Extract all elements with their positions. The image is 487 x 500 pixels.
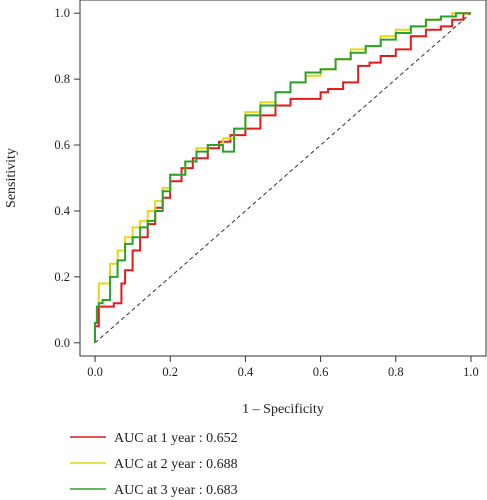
plot-frame bbox=[79, 0, 487, 357]
y-tick-label: 0.0 bbox=[54, 336, 70, 350]
roc-series-line-3 bbox=[94, 12, 471, 343]
roc-series-line-2 bbox=[94, 12, 471, 343]
x-tick-label: 0.8 bbox=[388, 365, 404, 379]
legend-label-3: AUC at 3 year : 0.683 bbox=[114, 483, 238, 498]
legend: AUC at 1 year : 0.652 AUC at 2 year : 0.6… bbox=[70, 431, 238, 498]
y-axis-title: Sensitivity bbox=[4, 148, 19, 208]
legend-label-2: AUC at 2 year : 0.688 bbox=[114, 457, 238, 472]
axis-layer: 0.0 0.2 0.4 0.6 0.8 1.0 0.0 0.2 0.4 0.6 0.8 1.0 bbox=[54, 6, 478, 379]
legend-label-1: AUC at 1 year : 0.652 bbox=[114, 431, 238, 446]
y-tick-label: 0.8 bbox=[54, 72, 70, 86]
y-tick-label: 0.4 bbox=[54, 204, 70, 218]
x-tick-label: 0.2 bbox=[162, 365, 178, 379]
x-tick-label: 1.0 bbox=[463, 365, 479, 379]
x-axis-title: 1 – Specificity bbox=[242, 402, 324, 417]
reference-diagonal-line bbox=[94, 12, 472, 344]
y-tick-label: 1.0 bbox=[54, 6, 70, 20]
roc-series-line-1 bbox=[94, 12, 471, 343]
y-tick-label: 0.2 bbox=[54, 270, 70, 284]
x-tick-label: 0.0 bbox=[87, 365, 103, 379]
x-tick-label: 0.6 bbox=[313, 365, 329, 379]
y-tick-label: 0.6 bbox=[54, 138, 70, 152]
plot-layer bbox=[94, 12, 472, 344]
x-tick-label: 0.4 bbox=[238, 365, 254, 379]
